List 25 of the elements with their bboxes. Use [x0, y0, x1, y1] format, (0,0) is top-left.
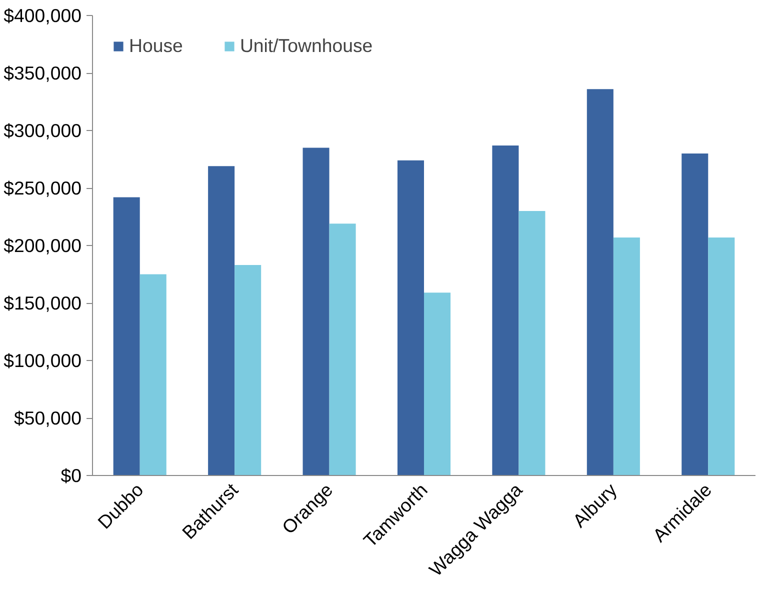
bar: [492, 145, 519, 476]
bar: [397, 160, 424, 476]
legend-label: House: [129, 35, 183, 57]
bar: [682, 154, 708, 476]
y-tick-label: $300,000: [4, 120, 82, 141]
bar: [329, 224, 356, 476]
bar: [586, 89, 614, 476]
y-tick-label: $150,000: [4, 292, 82, 314]
y-tick-label: $250,000: [4, 178, 82, 198]
y-tick-label: $400,000: [4, 5, 82, 26]
bar: [113, 197, 140, 476]
bar: [424, 292, 451, 476]
y-tick-label: $350,000: [4, 62, 82, 84]
y-tick-label: $0: [60, 465, 82, 486]
y-tick-label: $100,000: [4, 350, 82, 371]
bar: [708, 237, 735, 476]
bar: [613, 237, 640, 476]
bar: [234, 265, 262, 476]
legend-label: Unit/Townhouse: [240, 35, 373, 57]
bar: [302, 148, 330, 476]
bar: [518, 211, 546, 476]
bar: [140, 274, 166, 476]
y-tick-label: $50,000: [14, 408, 82, 428]
bar: [208, 166, 235, 476]
y-tick-label: $200,000: [4, 235, 82, 256]
